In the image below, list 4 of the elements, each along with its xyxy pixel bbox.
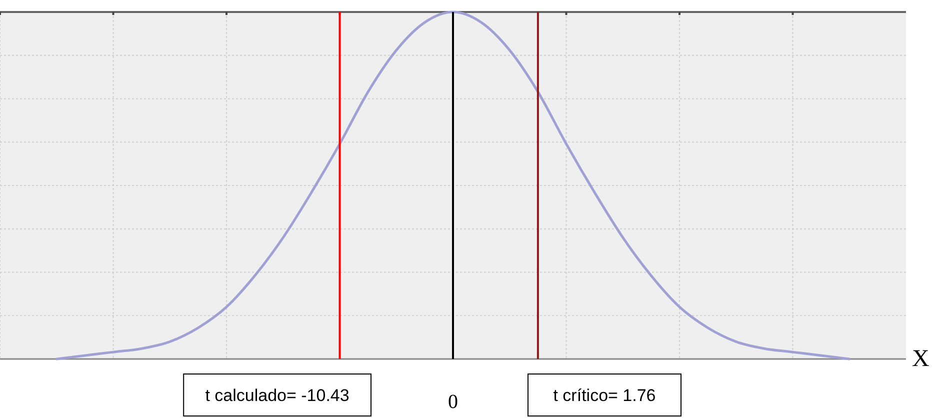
text: 0 (448, 391, 458, 413)
x-axis-title: X (912, 346, 930, 372)
text: t crítico= 1.76 (553, 386, 656, 405)
text: t calculado= -10.43 (205, 386, 350, 405)
